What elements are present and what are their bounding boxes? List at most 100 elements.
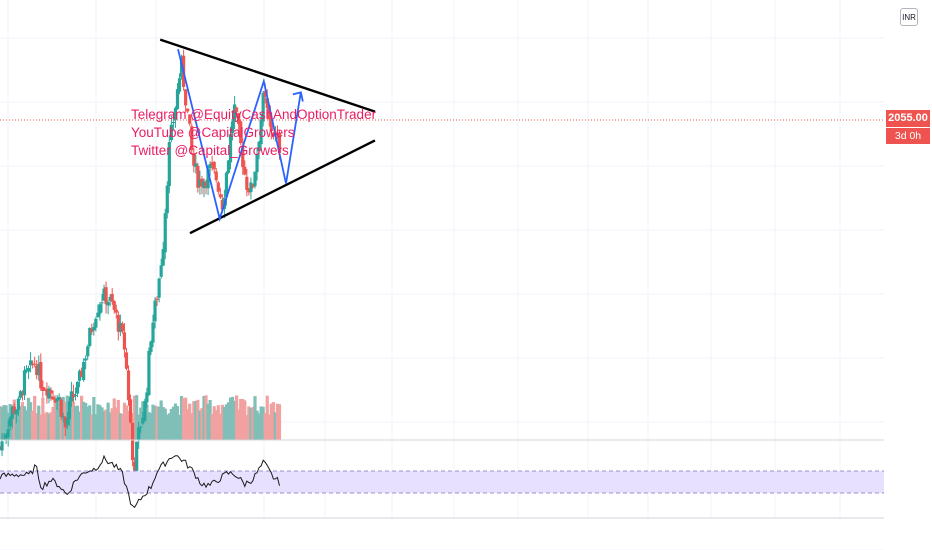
- triangle-upper-line: [159, 38, 376, 113]
- candle-body: [133, 461, 137, 472]
- candle-body: [271, 133, 275, 137]
- candle-body: [96, 312, 100, 318]
- volume-bar: [224, 404, 229, 440]
- volume-bar: [192, 401, 196, 440]
- volume-bar: [216, 405, 220, 440]
- volume-bar: [39, 414, 43, 440]
- candle-body: [39, 362, 43, 389]
- candle-body: [8, 417, 12, 427]
- candle-body: [255, 154, 259, 173]
- volume-bar: [277, 404, 282, 440]
- candle-body: [188, 114, 192, 124]
- candle-body: [20, 394, 25, 396]
- volume-bar: [82, 401, 86, 440]
- volume-bar: [245, 414, 249, 440]
- volume-bar: [18, 405, 22, 440]
- candle-body: [18, 391, 22, 398]
- volume-bar: [265, 395, 269, 440]
- candle-body: [31, 363, 35, 366]
- volume-bar: [43, 413, 47, 440]
- volume-bar: [161, 407, 165, 440]
- candle-body: [73, 394, 78, 396]
- volume-bar: [275, 403, 280, 440]
- candle-body: [24, 369, 29, 371]
- rsi-pane: [0, 454, 884, 509]
- candle-body: [214, 171, 218, 181]
- volume-bar: [14, 410, 18, 440]
- volume-bar: [194, 400, 198, 440]
- candle-body: [100, 302, 104, 304]
- volume-bar: [261, 406, 265, 440]
- volume-bar: [114, 407, 118, 440]
- volume-bar: [249, 407, 253, 440]
- annotation-block: Telegram @EquityCashAndOptionTrader YouT…: [131, 107, 377, 158]
- volume-bar: [75, 405, 80, 440]
- candle-body: [263, 91, 267, 97]
- volume-bar: [263, 413, 267, 440]
- candle-body: [112, 301, 116, 310]
- bar-countdown-badge: 3d 0h: [886, 128, 930, 144]
- candle-body: [155, 298, 159, 301]
- candle-body: [26, 368, 31, 372]
- volume-bar: [171, 406, 175, 440]
- candle-body: [157, 278, 161, 298]
- candle-body: [249, 182, 253, 193]
- candle-body: [6, 429, 10, 438]
- candle-body: [171, 121, 175, 123]
- volume-bar: [110, 408, 114, 440]
- candle-body: [67, 401, 71, 420]
- volume-bar: [22, 406, 27, 440]
- projection-path: [177, 48, 302, 223]
- candle-body: [218, 194, 222, 198]
- candle-body: [29, 360, 33, 366]
- candle-body: [173, 108, 178, 121]
- candle-body: [61, 416, 65, 418]
- volume-bar: [51, 406, 55, 440]
- volume-bar: [55, 400, 59, 440]
- candle-body: [228, 134, 233, 163]
- volume-bar: [220, 404, 224, 440]
- volume-bar: [253, 396, 257, 440]
- candle-body: [77, 370, 82, 381]
- candle-body: [86, 346, 90, 357]
- candle-body: [267, 105, 271, 120]
- volume-bar: [151, 404, 155, 440]
- candle-body: [149, 341, 153, 352]
- candle-body: [202, 181, 206, 189]
- candle-body: [137, 427, 141, 441]
- volume-bar: [147, 412, 151, 440]
- candle-body: [12, 406, 16, 414]
- volume-bar: [237, 409, 241, 440]
- pattern-drawings: [159, 38, 376, 235]
- candle-body: [261, 92, 265, 122]
- volume-bar: [16, 406, 20, 440]
- volume-bar: [86, 406, 90, 440]
- volume-bar: [94, 414, 98, 440]
- annotation-twitter: Twitter @Capital_Growers: [131, 143, 289, 158]
- candle-body: [275, 133, 280, 136]
- candle-body: [65, 418, 69, 425]
- volume-bar: [80, 395, 84, 440]
- volume-bar: [24, 410, 29, 440]
- volume-bar: [208, 399, 212, 440]
- volume-bar: [196, 399, 200, 440]
- currency-badge[interactable]: INR: [900, 8, 918, 26]
- candle-body: [259, 119, 263, 145]
- candle-body: [198, 179, 202, 187]
- volume-bar: [2, 405, 6, 440]
- candle-body: [14, 409, 18, 415]
- volume-bar: [118, 413, 122, 440]
- candle-body: [0, 441, 4, 451]
- volume-bar: [0, 406, 4, 440]
- candle-body: [194, 163, 198, 168]
- volume-bar: [226, 402, 231, 440]
- candle-body: [118, 322, 122, 332]
- candle-body: [110, 293, 114, 302]
- volume-bar: [230, 396, 235, 440]
- volume-bar: [116, 399, 120, 440]
- candle-body: [43, 388, 47, 391]
- candle-body: [190, 126, 194, 151]
- volume-bar: [273, 412, 277, 440]
- volume-bar: [159, 400, 163, 440]
